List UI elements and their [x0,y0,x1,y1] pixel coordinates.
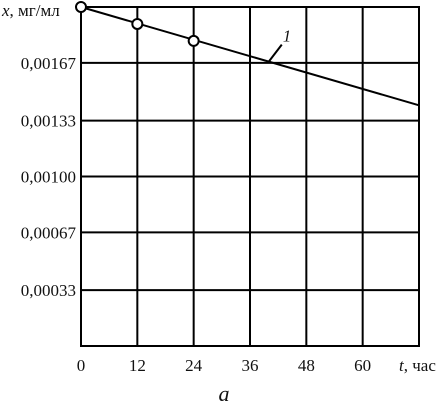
x-tick-label: 12 [129,356,146,375]
y-tick-labels: 0,00033 0,00067 0,00100 0,00133 0,00167 [21,54,77,300]
y-tick-label: 0,00100 [21,168,76,187]
x-tick-labels: 0 12 24 36 48 60 [77,356,371,375]
series-label: 1 [283,27,292,46]
y-tick-label: 0,00033 [21,281,76,300]
x-axis-label: t, час [399,356,436,375]
y-axis-unit: , мг/мл [10,1,61,20]
x-tick-label: 36 [242,356,259,375]
plot-frame [80,6,420,347]
series-group: 1 [75,1,420,107]
y-tick-label: 0,00067 [21,223,77,242]
grid [81,7,419,346]
y-tick-label: 0,00133 [21,112,76,131]
data-point [187,34,200,47]
data-point [131,17,144,30]
x-axis-unit: , час [404,356,437,375]
x-axis-var: t [399,356,405,375]
y-axis-var: x [1,1,10,20]
figure-caption: а [219,381,230,406]
series-label-leader [267,44,283,63]
data-point [75,1,87,13]
x-tick-label: 60 [354,356,371,375]
y-axis-label: x, мг/мл [1,1,60,20]
x-tick-label: 48 [298,356,315,375]
x-tick-label: 0 [77,356,86,375]
y-tick-label: 0,00167 [21,54,77,73]
x-tick-label: 24 [185,356,203,375]
